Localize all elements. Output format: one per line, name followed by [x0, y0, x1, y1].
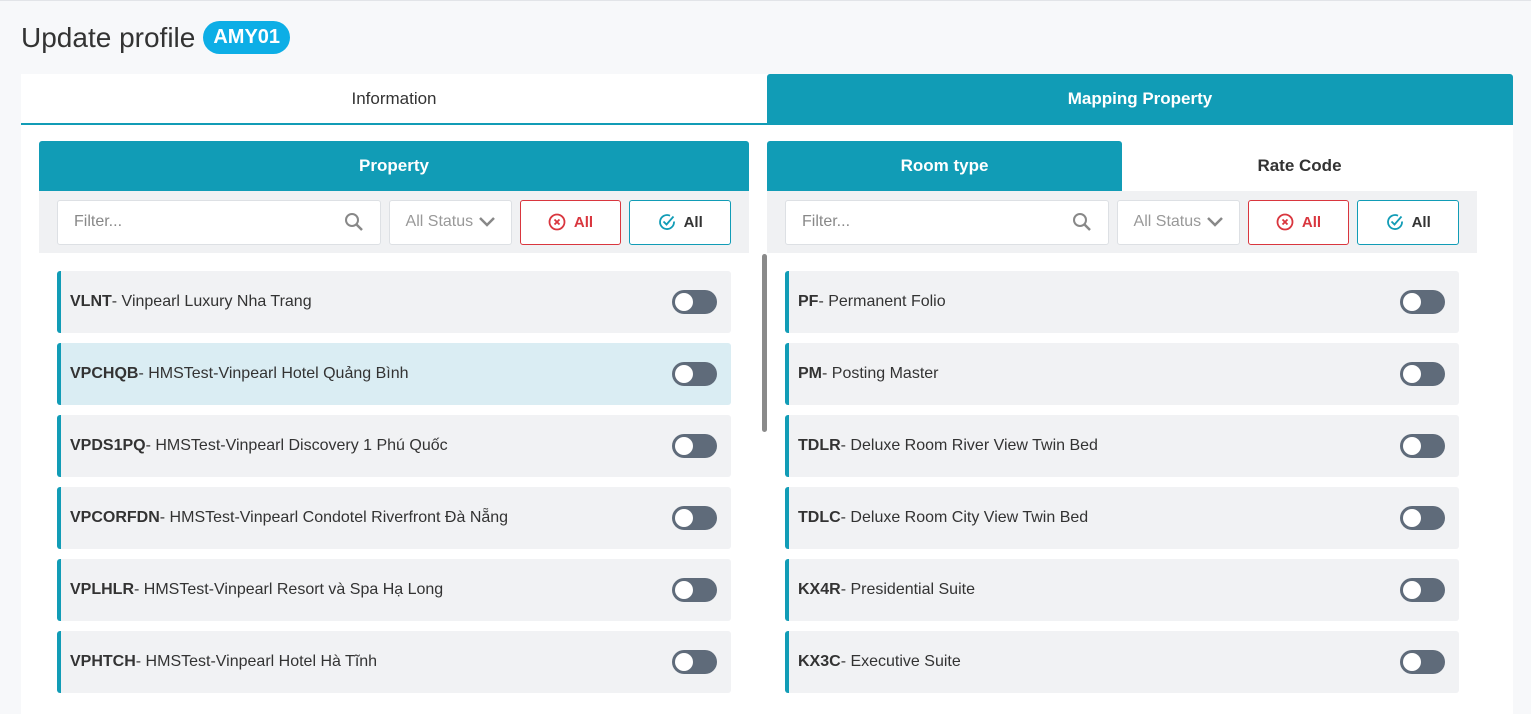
list-item: VPHTCH- HMSTest-Vinpearl Hotel Hà Tĩnh [57, 631, 731, 693]
status-label: All Status [405, 213, 474, 230]
tab-room-type[interactable]: Room type [767, 141, 1122, 191]
item-code: VPCHQB [70, 365, 139, 382]
item-toggle[interactable] [1400, 434, 1445, 458]
item-name: - Vinpearl Luxury Nha Trang [111, 293, 312, 310]
item-code: VPDS1PQ [70, 437, 146, 454]
item-toggle[interactable] [672, 650, 717, 674]
item-toggle[interactable] [672, 362, 717, 386]
item-label: PM- Posting Master [798, 365, 938, 383]
item-toggle[interactable] [1400, 578, 1445, 602]
deselect-all-label: All [573, 213, 594, 231]
property-panel: Property Filter... All Status All All VL… [39, 141, 767, 703]
tab-mapping-property[interactable]: Mapping Property [767, 74, 1513, 123]
list-item: KX3C- Executive Suite [785, 631, 1459, 693]
item-label: TDLC- Deluxe Room City View Twin Bed [798, 509, 1088, 527]
property-toolbar: Filter... All Status All All [39, 191, 749, 253]
item-name: - HMSTest-Vinpearl Hotel Hà Tĩnh [135, 653, 378, 670]
filter-placeholder: Filter... [802, 213, 851, 230]
deselect-all-button[interactable]: All [519, 199, 622, 245]
x-circle-icon [548, 213, 566, 231]
list-item: TDLC- Deluxe Room City View Twin Bed [785, 487, 1459, 549]
item-name: - HMSTest-Vinpearl Condotel Riverfront Đ… [159, 509, 509, 526]
list-item: VLNT- Vinpearl Luxury Nha Trang [57, 271, 731, 333]
filter-placeholder: Filter... [74, 213, 123, 230]
item-code: KX4R [798, 581, 841, 598]
select-all-button[interactable]: All [629, 199, 731, 245]
list-item: KX4R- Presidential Suite [785, 559, 1459, 621]
deselect-all-label: All [1301, 213, 1322, 231]
item-label: VPDS1PQ- HMSTest-Vinpearl Discovery 1 Ph… [70, 437, 448, 455]
check-circle-icon [1386, 214, 1403, 230]
status-label: All Status [1133, 213, 1202, 230]
item-label: KX3C- Executive Suite [798, 653, 961, 671]
page-title: Update profile AMY01 [21, 21, 291, 54]
item-label: PF- Permanent Folio [798, 293, 946, 311]
item-code: VPLHLR [70, 581, 134, 598]
item-name: - Executive Suite [840, 653, 961, 670]
item-code: PM [798, 365, 822, 382]
item-code: VPHTCH [70, 653, 136, 670]
item-code: VPCORFDN [70, 509, 160, 526]
profile-card: Information Mapping Property Property Fi… [21, 74, 1513, 714]
mapping-panel: Room type Rate Code Filter... All Status … [767, 141, 1477, 703]
mapping-toolbar: Filter... All Status All All [767, 191, 1477, 253]
item-toggle[interactable] [1400, 362, 1445, 386]
item-toggle[interactable] [1400, 650, 1445, 674]
item-name: - Permanent Folio [818, 293, 946, 310]
select-all-button[interactable]: All [1357, 199, 1459, 245]
item-code: TDLR [798, 437, 841, 454]
check-circle-icon [658, 214, 675, 230]
item-toggle[interactable] [1400, 506, 1445, 530]
item-name: - HMSTest-Vinpearl Hotel Quảng Bình [138, 365, 409, 382]
list-item: VPLHLR- HMSTest-Vinpearl Resort và Spa H… [57, 559, 731, 621]
list-item: TDLR- Deluxe Room River View Twin Bed [785, 415, 1459, 477]
search-icon [1073, 213, 1091, 231]
list-item: VPCORFDN- HMSTest-Vinpearl Condotel Rive… [57, 487, 731, 549]
deselect-all-button[interactable]: All [1247, 199, 1350, 245]
scrollbar[interactable] [762, 254, 767, 432]
item-name: - Presidential Suite [840, 581, 975, 598]
search-icon [345, 213, 363, 231]
title-text: Update profile [21, 21, 196, 53]
item-name: - HMSTest-Vinpearl Resort và Spa Hạ Long [134, 581, 444, 598]
item-label: VPCORFDN- HMSTest-Vinpearl Condotel Rive… [70, 509, 508, 527]
item-toggle[interactable] [672, 578, 717, 602]
property-header: Property [39, 141, 749, 191]
chevron-down-icon [479, 217, 496, 227]
list-item: VPDS1PQ- HMSTest-Vinpearl Discovery 1 Ph… [57, 415, 731, 477]
item-toggle[interactable] [672, 434, 717, 458]
item-code: TDLC [798, 509, 841, 526]
property-filter-input[interactable]: Filter... [57, 199, 382, 245]
item-name: - Deluxe Room River View Twin Bed [840, 437, 1098, 454]
item-label: VPCHQB- HMSTest-Vinpearl Hotel Quảng Bìn… [70, 365, 409, 383]
item-name: - Deluxe Room City View Twin Bed [840, 509, 1089, 526]
item-toggle[interactable] [672, 290, 717, 314]
item-label: KX4R- Presidential Suite [798, 581, 975, 599]
item-label: TDLR- Deluxe Room River View Twin Bed [798, 437, 1098, 455]
x-circle-icon [1276, 213, 1294, 231]
property-status-select[interactable]: All Status [389, 199, 512, 245]
tab-rate-code[interactable]: Rate Code [1257, 156, 1342, 175]
item-name: - Posting Master [822, 365, 939, 382]
chevron-down-icon [1207, 217, 1224, 227]
item-label: VLNT- Vinpearl Luxury Nha Trang [70, 293, 312, 311]
select-all-label: All [683, 213, 703, 231]
item-label: VPHTCH- HMSTest-Vinpearl Hotel Hà Tĩnh [70, 653, 377, 671]
list-item: PF- Permanent Folio [785, 271, 1459, 333]
profile-badge: AMY01 [203, 21, 291, 54]
item-code: KX3C [798, 653, 841, 670]
item-toggle[interactable] [1400, 290, 1445, 314]
item-toggle[interactable] [672, 506, 717, 530]
item-code: VLNT [70, 293, 112, 310]
list-item: VPCHQB- HMSTest-Vinpearl Hotel Quảng Bìn… [57, 343, 731, 405]
mapping-filter-input[interactable]: Filter... [785, 199, 1110, 245]
item-name: - HMSTest-Vinpearl Discovery 1 Phú Quốc [145, 437, 448, 454]
mapping-status-select[interactable]: All Status [1117, 199, 1240, 245]
list-item: PM- Posting Master [785, 343, 1459, 405]
item-code: PF [798, 293, 819, 310]
tab-information[interactable]: Information [351, 88, 437, 108]
select-all-label: All [1411, 213, 1431, 231]
item-label: VPLHLR- HMSTest-Vinpearl Resort và Spa H… [70, 581, 443, 599]
